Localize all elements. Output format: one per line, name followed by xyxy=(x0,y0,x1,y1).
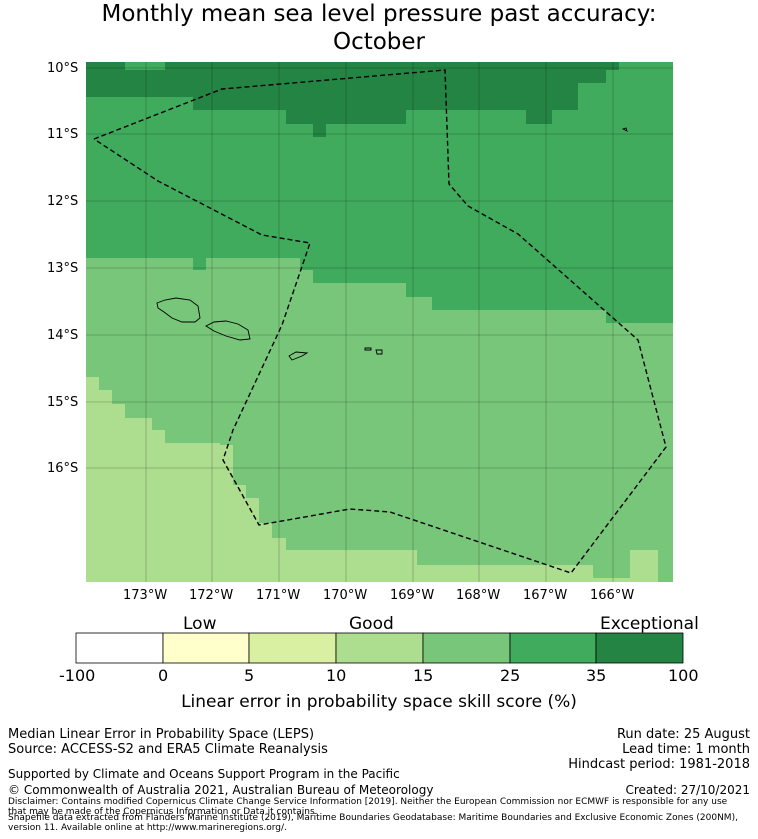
lon-label: 172°W xyxy=(189,588,234,603)
footer-copyright: © Commonwealth of Australia 2021, Austra… xyxy=(8,783,434,797)
lat-label: 16°S xyxy=(47,461,79,476)
skill-field xyxy=(86,62,673,582)
lon-label: 171°W xyxy=(256,588,301,603)
colorbar-tick: 10 xyxy=(326,666,347,685)
colorbar-word-good: Good xyxy=(349,614,394,634)
colorbar-word-low: Low xyxy=(183,614,217,634)
footer-run-date: Run date: 25 August xyxy=(616,727,750,742)
colorbar-tick: -100 xyxy=(59,666,96,685)
graticule xyxy=(86,62,673,582)
footer-method: Median Linear Error in Probability Space… xyxy=(8,727,315,742)
lat-label: 10°S xyxy=(47,61,79,76)
lat-label: 12°S xyxy=(47,194,79,209)
tutuila-island xyxy=(288,351,309,361)
colorbar-tick: 0 xyxy=(158,666,169,685)
colorbar-tick: 100 xyxy=(668,666,699,685)
cb-fair xyxy=(248,632,337,664)
islands xyxy=(156,127,628,361)
title-line-2: October xyxy=(332,29,426,55)
lon-label: 166°W xyxy=(590,588,635,603)
footer-created: Created: 27/10/2021 xyxy=(625,783,750,797)
colorbar xyxy=(75,632,684,664)
colorbar-tick: 5 xyxy=(244,666,255,685)
shapefile-line-2: version 11. Available online at http://w… xyxy=(8,823,287,833)
disclaimer-line-2: that may be made of the Copernicus Infor… xyxy=(8,807,318,817)
footer-support: Supported by Climate and Oceans Support … xyxy=(8,767,400,781)
lon-label: 173°W xyxy=(123,588,168,603)
shapefile-line-1: Shapefile data extracted from Flanders M… xyxy=(8,813,738,823)
colorbar-tick: 35 xyxy=(586,666,607,685)
manua-island-1 xyxy=(364,347,372,351)
swains-island xyxy=(621,127,628,132)
savaii-island xyxy=(156,297,201,323)
colorbar-word-exceptional: Exceptional xyxy=(600,614,699,634)
manua-island-2 xyxy=(375,349,383,355)
disclaimer-line-1: Disclaimer: Contains modified Copernicus… xyxy=(8,797,728,807)
lat-label: 15°S xyxy=(47,395,79,410)
map-title: Monthly mean sea level pressure past acc… xyxy=(0,0,758,56)
cb-good xyxy=(335,632,424,664)
lat-label: 14°S xyxy=(47,328,79,343)
lon-label: 167°W xyxy=(523,588,568,603)
title-line-1: Monthly mean sea level pressure past acc… xyxy=(101,1,657,27)
upolu-island xyxy=(205,320,251,341)
cb-good-high xyxy=(422,632,511,664)
region-very-good xyxy=(86,62,673,323)
footer-lead-time: Lead time: 1 month xyxy=(622,742,750,757)
colorbar-tick: 25 xyxy=(500,666,521,685)
lon-label: 170°W xyxy=(323,588,368,603)
lon-label: 169°W xyxy=(390,588,435,603)
cb-none xyxy=(75,632,164,664)
lat-label: 13°S xyxy=(47,261,79,276)
colorbar-tick: 15 xyxy=(413,666,434,685)
region-exceptional xyxy=(86,62,619,137)
footer-hindcast: Hindcast period: 1981-2018 xyxy=(568,757,750,772)
cb-exceptional xyxy=(595,632,684,664)
eez-boundary xyxy=(93,69,667,574)
footer-source: Source: ACCESS-S2 and ERA5 Climate Reana… xyxy=(8,742,328,757)
cb-very-good xyxy=(509,632,597,664)
lon-label: 168°W xyxy=(456,588,501,603)
cb-low xyxy=(162,632,250,664)
colorbar-title: Linear error in probability space skill … xyxy=(181,692,577,712)
lat-label: 11°S xyxy=(47,127,79,142)
